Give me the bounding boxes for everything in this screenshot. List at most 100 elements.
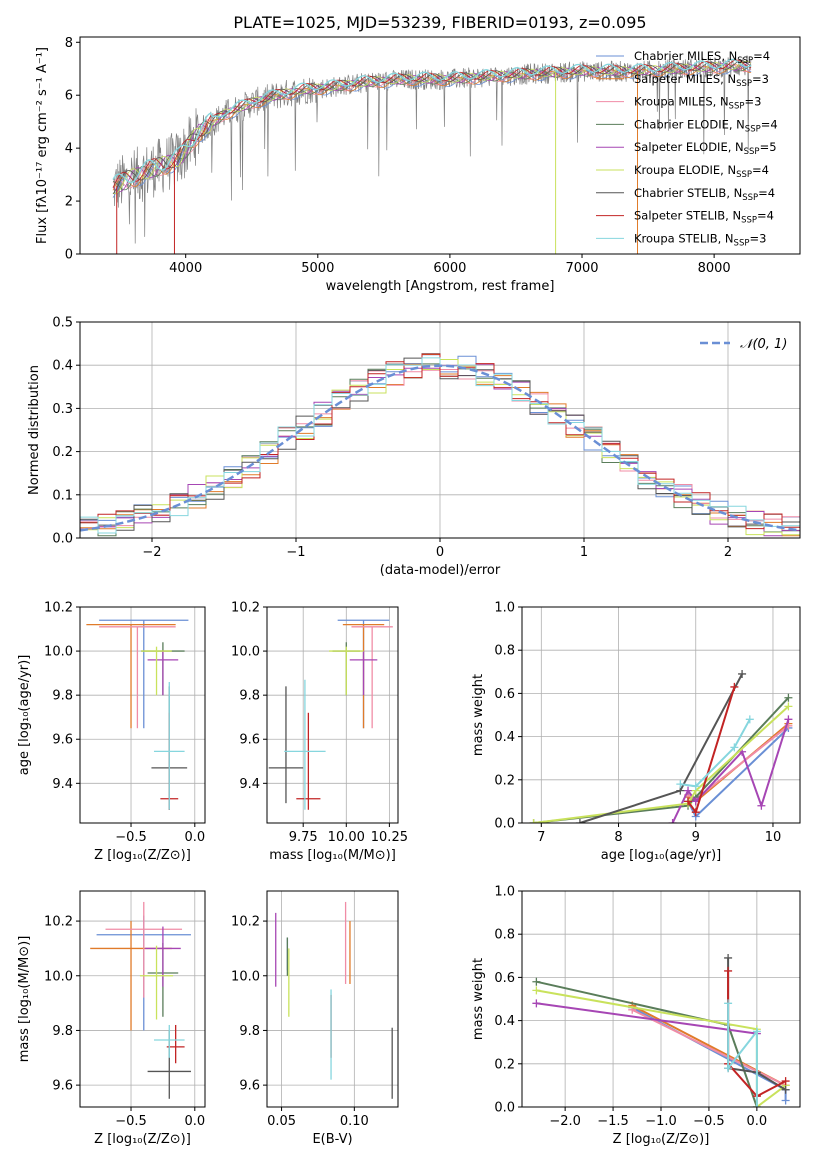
spectrum-frame <box>79 36 801 255</box>
weight_z-xtick-label: −1.5 <box>597 1114 629 1129</box>
weight_age-line-krou_stelib <box>680 718 751 788</box>
mass_z-xtick-label: −0.5 <box>115 1114 147 1129</box>
weight_age-ytick-label: 0.0 <box>494 817 515 832</box>
age_z-ytick-label: 10.0 <box>44 645 73 660</box>
weight_age-marker-salp_stelib <box>730 682 739 691</box>
mass_ebv-xtick-label: 0.10 <box>340 1114 369 1129</box>
mass_ebv-ytick-label: 9.8 <box>239 1024 260 1039</box>
mass_ebv-ytick-label: 10.0 <box>231 969 260 984</box>
age_mass-ytick-label: 9.6 <box>239 733 260 748</box>
age_mass-xtick-label: 10.00 <box>328 830 365 845</box>
weight_age-line-salp_elodie <box>671 719 790 823</box>
spectrum-ytick-label: 0 <box>65 248 73 263</box>
weight_age-marker-salp_elodie <box>784 715 793 724</box>
mass_z-frame <box>79 890 206 1108</box>
mass_z-xlabel: Z [log₁₀(Z/Z⊙)] <box>94 1132 191 1147</box>
age_mass-xtick-label: 10.25 <box>371 830 408 845</box>
residuals-xtick-label: 0 <box>436 545 444 560</box>
mass_ebv-xtick-label: 0.05 <box>267 1114 296 1129</box>
residuals-frame <box>79 321 801 539</box>
weight_z-marker-krou_elodie <box>532 986 541 995</box>
model-spectrum-chab_stelib <box>112 60 752 195</box>
weight_z-line-krou_stelib <box>727 1003 758 1107</box>
age_z-ytick-label: 9.6 <box>52 733 73 748</box>
legend-entry-krou_miles: Kroupa MILES, NSSP=3 <box>634 95 761 112</box>
mass_ebv-ticks: 0.05 0.10 9.6 9.8 10.0 10.2 E(B-V) <box>231 890 399 1147</box>
legend-entry-krou_stelib: Kroupa STELIB, NSSP=3 <box>634 231 766 248</box>
residuals-ytick-label: 0.3 <box>52 402 73 417</box>
weight_age-ticks: 7 8 9 10 0.0 0.2 0.4 0.6 0.8 1.0 age [log₁₀(age/yr… <box>471 601 801 863</box>
mass_z-ytick-label: 10.2 <box>44 915 73 930</box>
residuals-ticks: −2 −1 0 1 2 0.0 0.1 0.2 0.3 0.4 0.5 (data-model)/er… <box>27 316 801 578</box>
spectrum-ytick-label: 8 <box>65 36 73 51</box>
weight_age-ylabel: mass weight <box>471 674 486 756</box>
weight_age-marker-krou_stelib <box>730 743 739 752</box>
weight_age-axes <box>522 606 800 824</box>
legend-entry-chab_elodie: Chabrier ELODIE, NSSP=4 <box>634 117 778 134</box>
age_z-xtick-label: −0.5 <box>115 830 147 845</box>
residuals-xtick-label: −2 <box>142 545 161 560</box>
weight_z-xlabel: Z [log₁₀(Z/Z⊙)] <box>613 1132 710 1147</box>
weight_z-marker-salp_stelib <box>781 1077 790 1086</box>
legend-entry-salp_miles: Salpeter MILES, NSSP=3 <box>634 72 769 89</box>
residuals-ytick-label: 0.0 <box>52 532 73 547</box>
weight_z-marker-krou_stelib <box>752 1027 761 1036</box>
weight_z-ytick-label: 0.6 <box>494 971 515 986</box>
residuals-xtick-label: −1 <box>286 545 305 560</box>
weight_age-marker-salp_elodie <box>684 786 693 795</box>
age_mass-axes <box>267 606 398 823</box>
age_mass-ytick-label: 9.8 <box>239 689 260 704</box>
weight_age-marker-salp_stelib <box>691 808 700 817</box>
residuals-ylabel: Normed distribution <box>27 365 42 495</box>
mass_ebv-axes <box>267 891 398 1107</box>
weight_z-marker-krou_stelib <box>724 1064 733 1073</box>
weight_age-ytick-label: 1.0 <box>494 601 515 616</box>
weight_z-ylabel: mass weight <box>471 958 486 1040</box>
age_z-ytick-label: 9.8 <box>52 689 73 704</box>
mass_z-xtick-label: 0.0 <box>184 1114 205 1129</box>
weight_age-marker-chab_stelib <box>738 669 747 678</box>
weight_z-marker-krou_stelib <box>724 999 733 1008</box>
weight_age-marker-krou_elodie <box>529 819 538 823</box>
age_mass-xtick-label: 9.75 <box>289 830 318 845</box>
age_z-xlabel: Z [log₁₀(Z/Z⊙)] <box>94 848 191 863</box>
weight_age-marker-salp_elodie <box>668 819 677 823</box>
legend-entry-chab_miles: Chabrier MILES, NSSP=4 <box>634 49 770 66</box>
model-spectrum-krou_stelib <box>112 58 752 184</box>
residuals-xtick-label: 2 <box>724 545 732 560</box>
weight_age-marker-salp_elodie <box>757 801 766 810</box>
weight_age-marker-krou_stelib <box>676 780 685 789</box>
legend-entry-krou_elodie: Kroupa ELODIE, NSSP=4 <box>634 163 769 180</box>
age_z-xtick-label: 0.0 <box>184 830 205 845</box>
weight_z-series <box>532 953 790 1107</box>
weight_z-marker-salp_stelib <box>724 966 733 975</box>
age_z-axes <box>80 606 205 823</box>
legend-entry-salp_elodie: Salpeter ELODIE, NSSP=5 <box>634 140 777 157</box>
legend-entry-salp_stelib: Salpeter STELIB, NSSP=4 <box>634 209 774 226</box>
weight_age-ytick-label: 0.2 <box>494 773 515 788</box>
residuals-xlabel: (data-model)/error <box>380 563 501 578</box>
gaussian-curve <box>80 364 800 532</box>
weight_age-xtick-label: 10 <box>765 830 782 845</box>
mass_z-ytick-label: 9.8 <box>52 1024 73 1039</box>
weight_age-ytick-label: 0.4 <box>494 730 515 745</box>
spectrum-xtick-label: 5000 <box>301 261 334 276</box>
weight_z-ytick-label: 0.8 <box>494 928 515 943</box>
weight_z-marker-chab_miles <box>781 1096 790 1105</box>
mass_ebv-frame <box>266 890 399 1108</box>
weight_z-xtick-label: 0.0 <box>747 1114 768 1129</box>
mass_z-axes <box>80 891 205 1107</box>
weight_age-series <box>529 669 793 823</box>
weight_age-marker-krou_elodie <box>784 702 793 711</box>
weight_age-marker-chab_elodie <box>784 693 793 702</box>
age_mass-xlabel: mass [log₁₀(M/M⊙)] <box>269 848 396 863</box>
weight_z-ytick-label: 1.0 <box>494 885 515 900</box>
weight_age-line-chab_stelib <box>579 673 743 823</box>
spectrum-ticks: 4000 5000 6000 7000 8000 0 2 4 6 8 wavelength [Ang… <box>35 36 801 294</box>
weight_age-xtick-label: 7 <box>537 830 545 845</box>
mass_ebv-xlabel: E(B-V) <box>312 1132 352 1147</box>
model-spectrum-salp_stelib <box>112 59 752 188</box>
spectrum-xtick-label: 8000 <box>698 261 731 276</box>
age_z-ticks: −0.5 0.0 9.4 9.6 9.8 10.0 10.2 Z [log₁₀(Z/Z⊙)] a… <box>17 601 206 863</box>
